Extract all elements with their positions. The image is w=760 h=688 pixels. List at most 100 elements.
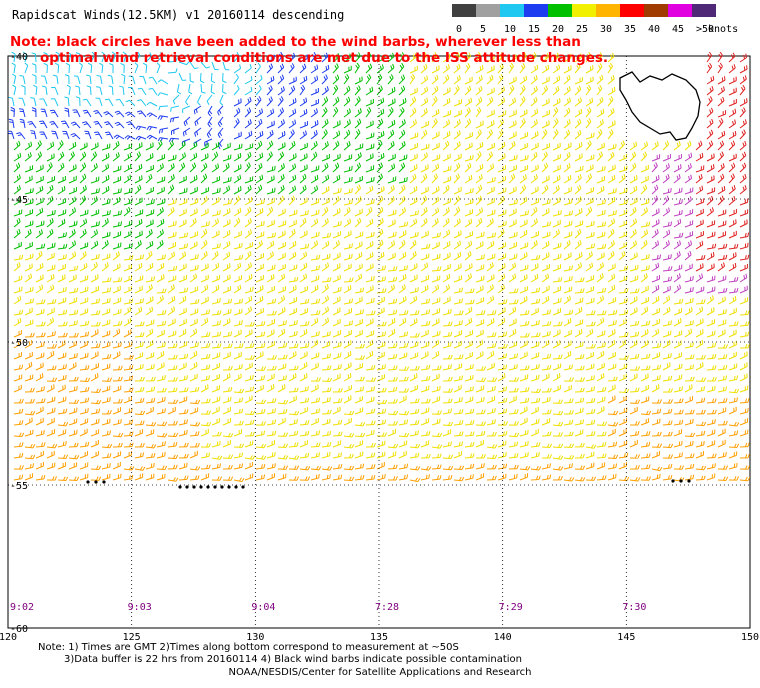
wind-barb — [651, 384, 660, 393]
wind-barb — [607, 473, 617, 481]
wind-barb — [464, 76, 473, 85]
wind-barb — [541, 443, 553, 448]
wind-barb — [717, 243, 728, 250]
wind-barb — [508, 173, 516, 184]
wind-barb — [706, 252, 715, 261]
wind-barb — [24, 286, 34, 294]
wind-barb — [464, 474, 474, 481]
wind-barb — [145, 262, 154, 272]
wind-barb — [266, 319, 276, 327]
tasmania-land — [619, 71, 701, 141]
wind-barb — [706, 187, 716, 195]
wind-barb — [475, 264, 485, 272]
wind-barb — [596, 199, 607, 206]
wind-barb — [640, 410, 652, 416]
wind-barb — [563, 210, 574, 217]
wind-barb — [57, 374, 67, 382]
wind-barb — [244, 395, 253, 404]
wind-barb — [574, 397, 585, 404]
wind-barb — [134, 163, 143, 173]
wind-barb — [376, 432, 388, 437]
wind-barb — [114, 121, 125, 129]
wind-barb — [596, 421, 608, 426]
wind-barb — [409, 197, 418, 206]
wind-barb — [717, 62, 723, 74]
wind-barb — [68, 429, 78, 437]
wind-barb — [266, 285, 275, 294]
wind-barb — [145, 397, 156, 404]
wind-barb — [365, 318, 374, 327]
wind-barb — [574, 153, 583, 162]
wind-barb — [35, 284, 44, 294]
wind-barb — [497, 165, 507, 173]
wind-barb — [365, 464, 376, 470]
wind-barb — [332, 318, 341, 327]
wind-barb — [200, 343, 211, 349]
wind-barb — [321, 474, 331, 481]
wind-barb — [200, 61, 211, 69]
wind-barb — [431, 118, 438, 129]
wind-barb — [453, 275, 463, 283]
wind-barb — [167, 275, 177, 283]
wind-barb — [563, 252, 572, 261]
wind-barb — [596, 453, 607, 459]
wind-barb — [409, 477, 421, 483]
wind-barb — [431, 186, 440, 195]
wind-barb — [24, 229, 32, 239]
wind-barb — [508, 242, 518, 250]
wind-barb — [607, 463, 618, 470]
wind-barb — [332, 388, 343, 393]
wind-barb — [431, 432, 443, 438]
wind-barb — [266, 274, 275, 283]
wind-barb — [464, 374, 474, 382]
wind-barb — [574, 341, 584, 349]
wind-barb — [585, 397, 596, 404]
wind-barb — [233, 52, 240, 63]
wind-barb — [35, 175, 44, 184]
wind-barb — [189, 318, 198, 327]
wind-barb — [464, 396, 474, 404]
wind-barb — [618, 339, 627, 349]
wind-barb — [475, 385, 485, 393]
wind-barb — [266, 329, 275, 338]
wind-barb — [728, 108, 737, 118]
wind-barb — [387, 185, 395, 195]
wind-barb — [618, 165, 628, 173]
wind-barb — [717, 428, 726, 437]
wind-barb — [156, 262, 165, 272]
wind-barb — [596, 108, 605, 118]
wind-barb — [233, 195, 241, 206]
wind-barb — [266, 310, 277, 316]
wind-barb — [134, 197, 143, 206]
wind-barb — [51, 86, 59, 96]
wind-barb — [222, 83, 227, 95]
wind-barb — [662, 463, 673, 470]
wind-barb — [167, 432, 179, 438]
wind-barb — [57, 140, 64, 151]
wind-barb — [475, 463, 485, 470]
wind-barb — [728, 219, 737, 228]
wind-barb — [35, 164, 44, 173]
wind-barb — [332, 231, 341, 239]
wind-barb — [420, 364, 431, 371]
wind-barb — [35, 332, 46, 338]
wind-barb — [79, 218, 88, 228]
wind-barb — [552, 85, 560, 96]
wind-barb — [486, 197, 495, 206]
wind-barb — [156, 465, 168, 470]
wind-barb — [684, 320, 694, 327]
footer-credit: NOAA/NESDIS/Center for Satellite Applica… — [228, 667, 532, 678]
wind-barb — [563, 309, 574, 316]
wind-barb — [123, 442, 134, 448]
wind-barb — [321, 341, 331, 349]
wind-barb — [68, 240, 77, 250]
wind-barb — [79, 308, 89, 316]
wind-barb — [717, 319, 727, 327]
wind-barb — [706, 440, 716, 448]
wind-barb — [739, 407, 749, 415]
wind-barb — [178, 475, 189, 481]
wind-barb — [387, 298, 398, 305]
wind-barb — [24, 417, 33, 426]
wind-barb — [354, 263, 363, 272]
note-line-2: optimal wind retrieval conditions are me… — [40, 50, 609, 66]
